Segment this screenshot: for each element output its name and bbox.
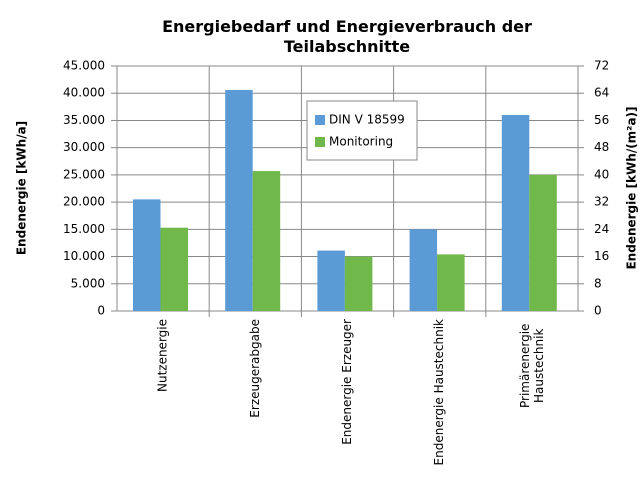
y-tick-label: 40.000 (63, 86, 105, 100)
legend-label: DIN V 18599 (329, 113, 405, 127)
y-tick-label: 0 (97, 304, 105, 318)
y2-tick-label: 72 (594, 59, 609, 73)
y2-tick-label: 56 (594, 113, 609, 127)
y2-tick-label: 64 (594, 86, 609, 100)
y-tick-label: 5.000 (71, 276, 105, 290)
bar (252, 171, 281, 311)
y-tick-label: 35.000 (63, 113, 105, 127)
y2-tick-label: 8 (594, 276, 602, 290)
x-tick-label: Erzeugerabgabe (248, 319, 262, 418)
x-tick-label: Nutzenergie (156, 319, 170, 392)
bar (344, 256, 373, 311)
legend-swatch (315, 115, 325, 125)
y-tick-label: 25.000 (63, 167, 105, 181)
y-tick-label: 30.000 (63, 140, 105, 154)
legend-box (306, 100, 418, 161)
y2-tick-label: 16 (594, 249, 609, 263)
legend-swatch (315, 137, 325, 147)
bar (160, 227, 188, 311)
y2-tick-label: 32 (594, 195, 609, 209)
bar (529, 174, 557, 311)
y2-tick-label: 48 (594, 140, 609, 154)
bar (501, 115, 530, 311)
y-axis-label: Endenergie [kWh/a] (15, 121, 29, 255)
y2-axis-label: Endenergie [kWh/(m²a)] (625, 106, 639, 269)
y-tick-label: 15.000 (63, 222, 105, 236)
legend-label: Monitoring (329, 135, 393, 149)
y2-tick-label: 0 (594, 304, 602, 318)
bar (437, 254, 465, 311)
y-tick-label: 20.000 (63, 195, 105, 209)
y-tick-label: 10.000 (63, 249, 105, 263)
bar (133, 199, 161, 311)
y2-tick-label: 40 (594, 167, 609, 181)
bar (409, 229, 438, 311)
bar (317, 250, 345, 311)
x-tick-label: Endenergie Haustechnik (432, 319, 446, 466)
x-tick-label: Endenergie Erzeuger (340, 319, 354, 445)
chart-title: Energiebedarf und Energieverbrauch der Te… (162, 17, 532, 56)
x-tick-label: PrimärenergieHaustechnik (517, 324, 545, 408)
bar (225, 89, 253, 311)
y2-tick-label: 24 (594, 222, 609, 236)
y-tick-label: 45.000 (63, 59, 105, 73)
